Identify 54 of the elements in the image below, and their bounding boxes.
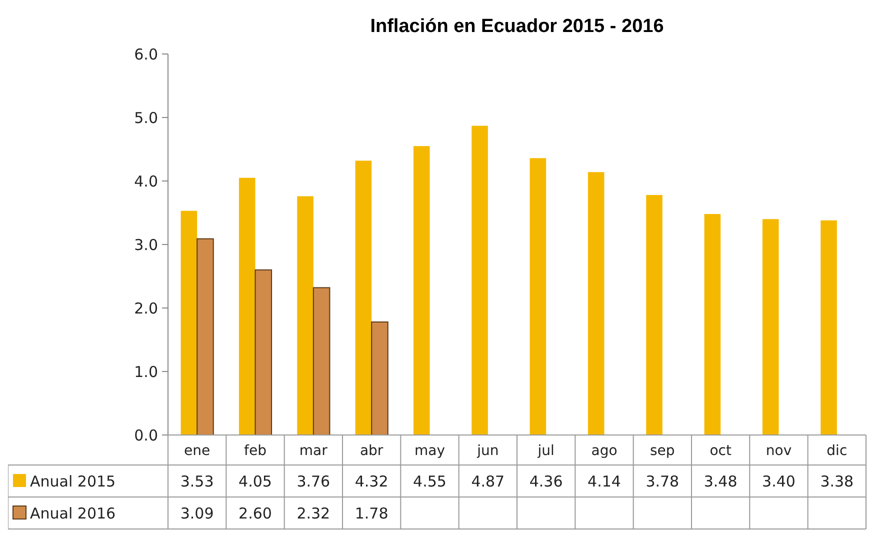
bar xyxy=(646,194,662,435)
x-tick-label: may xyxy=(414,442,446,459)
x-tick-label: dic xyxy=(826,442,848,459)
x-tick-label: ago xyxy=(591,442,618,459)
data-label: 3.78 xyxy=(646,472,680,490)
x-tick-label: jul xyxy=(536,442,554,459)
data-label: 2.32 xyxy=(296,504,330,522)
y-tick-label: 1.0 xyxy=(134,362,158,381)
legend-label: Anual 2016 xyxy=(30,504,116,522)
chart-title: Inflación en Ecuador 2015 - 2016 xyxy=(370,16,664,37)
data-label: 4.05 xyxy=(238,472,272,490)
x-tick-label: sep xyxy=(650,442,675,459)
legend-label: Anual 2015 xyxy=(30,472,116,490)
data-label: 3.76 xyxy=(296,472,330,490)
y-tick-label: 6.0 xyxy=(134,45,158,64)
x-tick-label: ene xyxy=(184,442,210,459)
data-label: 4.36 xyxy=(529,472,563,490)
data-label: 3.53 xyxy=(180,472,214,490)
x-tick-label: nov xyxy=(766,442,792,459)
data-label: 4.87 xyxy=(471,472,505,490)
bar xyxy=(413,146,430,435)
x-tick-label: abr xyxy=(360,442,384,459)
data-label: 3.40 xyxy=(762,472,796,490)
bar xyxy=(238,178,256,435)
bar xyxy=(180,210,198,435)
y-tick-label: 3.0 xyxy=(134,236,158,254)
data-label: 3.48 xyxy=(704,472,738,490)
data-label: 3.38 xyxy=(820,472,854,490)
data-label: 1.78 xyxy=(354,504,388,522)
data-label: 4.32 xyxy=(354,472,388,490)
bar xyxy=(297,196,314,435)
bar xyxy=(312,287,330,436)
x-tick-label: feb xyxy=(244,442,267,459)
y-tick-label: 0.0 xyxy=(134,426,158,444)
bar xyxy=(530,158,546,435)
data-label: 4.14 xyxy=(588,472,621,490)
x-tick-label: jun xyxy=(476,442,499,459)
x-tick-label: oct xyxy=(710,442,732,459)
bar xyxy=(820,220,837,435)
bar xyxy=(704,214,721,435)
y-tick-label: 2.0 xyxy=(134,299,158,318)
y-tick-label: 5.0 xyxy=(134,108,158,127)
bar xyxy=(762,219,779,435)
x-tick-label: mar xyxy=(299,442,328,459)
y-tick-label: 4.0 xyxy=(134,172,158,190)
bar xyxy=(254,269,272,436)
bar xyxy=(472,126,488,435)
bar xyxy=(588,172,604,435)
data-label: 2.60 xyxy=(238,504,272,522)
bar xyxy=(371,321,388,436)
bar xyxy=(355,160,372,435)
data-label: 4.55 xyxy=(413,472,446,490)
bar xyxy=(196,238,214,436)
data-label: 3.09 xyxy=(180,504,214,522)
